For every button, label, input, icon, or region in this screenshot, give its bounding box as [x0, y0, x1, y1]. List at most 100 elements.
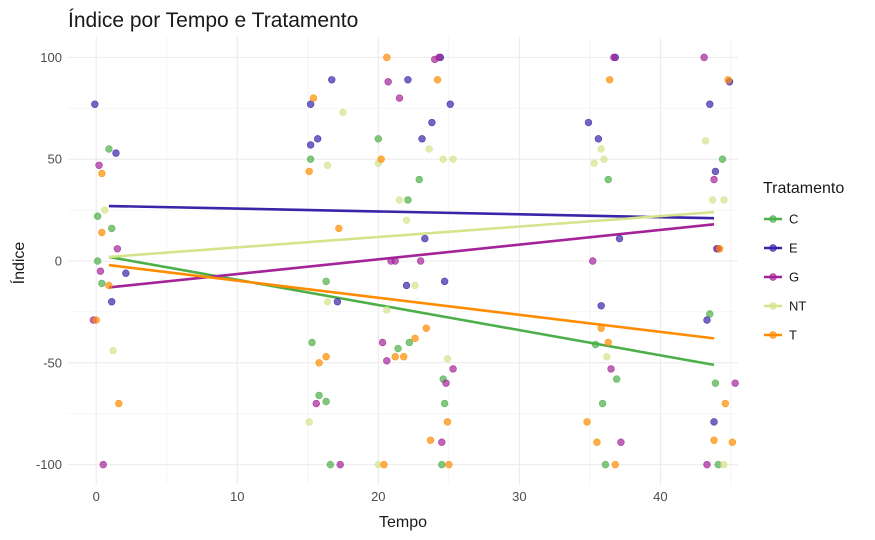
data-point-g [96, 267, 105, 275]
data-point-g [383, 357, 391, 365]
legend-key-point-e [769, 244, 777, 252]
y-tick-label: 0 [55, 254, 62, 269]
data-point-t [98, 228, 106, 237]
data-point-nt [402, 216, 411, 224]
data-point-nt [443, 355, 452, 363]
data-point-nt [603, 353, 611, 361]
data-point-t [391, 353, 399, 361]
data-point-e [306, 100, 315, 108]
data-point-e [328, 76, 336, 84]
data-point-t [426, 436, 435, 444]
x-tick-label: 20 [371, 489, 385, 504]
data-point-g [438, 438, 446, 446]
data-point-e [597, 302, 605, 310]
data-point-t [377, 155, 385, 163]
legend-label-t: T [789, 328, 797, 343]
data-point-g [416, 257, 425, 265]
legend-key-point-nt [769, 302, 777, 310]
data-point-t [724, 76, 732, 84]
data-point-e [108, 298, 116, 306]
data-point-g [391, 257, 399, 265]
chart-title: Índice por Tempo e Tratamento [68, 9, 358, 32]
data-point-c [394, 344, 402, 353]
data-point-g [442, 379, 450, 387]
data-point-g [610, 53, 618, 62]
data-point-c [438, 460, 446, 469]
data-point-e [440, 277, 449, 286]
data-point-t [433, 76, 442, 84]
legend-title: Tratamento [763, 180, 844, 197]
trend-line-nt [108, 210, 715, 259]
data-point-g [607, 365, 615, 373]
data-point-nt [720, 460, 728, 469]
data-point-g [99, 460, 107, 469]
legend-key-point-c [769, 215, 777, 223]
data-point-g [384, 78, 392, 86]
legend: Tratamento CEG NT T [763, 180, 844, 343]
legend-key-point-g [769, 273, 777, 281]
data-point-g [617, 438, 625, 446]
data-point-c [718, 155, 727, 163]
data-point-e [404, 76, 412, 84]
data-point-nt [600, 155, 608, 163]
data-point-c [612, 375, 621, 383]
data-point-c [604, 175, 612, 184]
data-point-c [711, 379, 720, 387]
data-point-nt [590, 159, 598, 167]
data-point-e [306, 141, 315, 149]
data-point-t [305, 167, 313, 176]
data-point-e [711, 167, 720, 176]
data-point-g [395, 94, 404, 102]
data-point-c [706, 310, 714, 318]
y-tick-label: -100 [36, 457, 62, 472]
data-point-nt [425, 145, 433, 153]
data-point-t [105, 281, 113, 290]
data-point-c [93, 257, 102, 265]
data-point-e [402, 281, 411, 290]
data-point-c [315, 391, 323, 400]
legend-items: CEG NT T [764, 212, 806, 343]
data-point-e [615, 234, 624, 243]
data-point-nt [597, 145, 605, 153]
data-point-t [400, 353, 408, 361]
data-point-e [122, 269, 130, 277]
data-point-t [309, 94, 318, 102]
data-point-g [378, 338, 387, 347]
data-point-g [703, 460, 711, 469]
data-point-g [95, 161, 103, 169]
data-point-c [105, 145, 113, 153]
data-points [89, 53, 739, 469]
data-point-t [715, 245, 724, 253]
data-point-c [404, 196, 412, 204]
data-point-t [728, 438, 737, 446]
data-point-t [322, 353, 330, 361]
data-point-t [583, 418, 591, 426]
trend-lines [108, 204, 715, 367]
data-point-nt [383, 306, 391, 314]
y-tick-label: -50 [43, 355, 62, 370]
y-tick-label: 50 [48, 152, 62, 167]
data-point-g [710, 175, 718, 184]
data-point-e [418, 135, 426, 143]
data-point-nt [449, 155, 457, 163]
legend-label-e: E [789, 241, 798, 256]
x-tick-label: 0 [93, 489, 100, 504]
x-tick-label: 40 [653, 489, 667, 504]
trend-line-c [108, 255, 715, 367]
data-point-g [589, 257, 597, 265]
data-point-nt [720, 196, 728, 204]
trend-line-t [108, 263, 715, 340]
data-point-c [322, 397, 330, 406]
data-point-g [449, 365, 457, 373]
data-point-e [584, 118, 593, 127]
data-point-e [594, 135, 603, 143]
data-point-nt [708, 196, 717, 204]
data-point-t [115, 399, 123, 408]
data-point-e [710, 418, 718, 426]
data-point-g [113, 245, 122, 253]
data-point-c [598, 399, 607, 408]
legend-key-point-t [769, 331, 777, 339]
data-point-nt [395, 196, 404, 204]
